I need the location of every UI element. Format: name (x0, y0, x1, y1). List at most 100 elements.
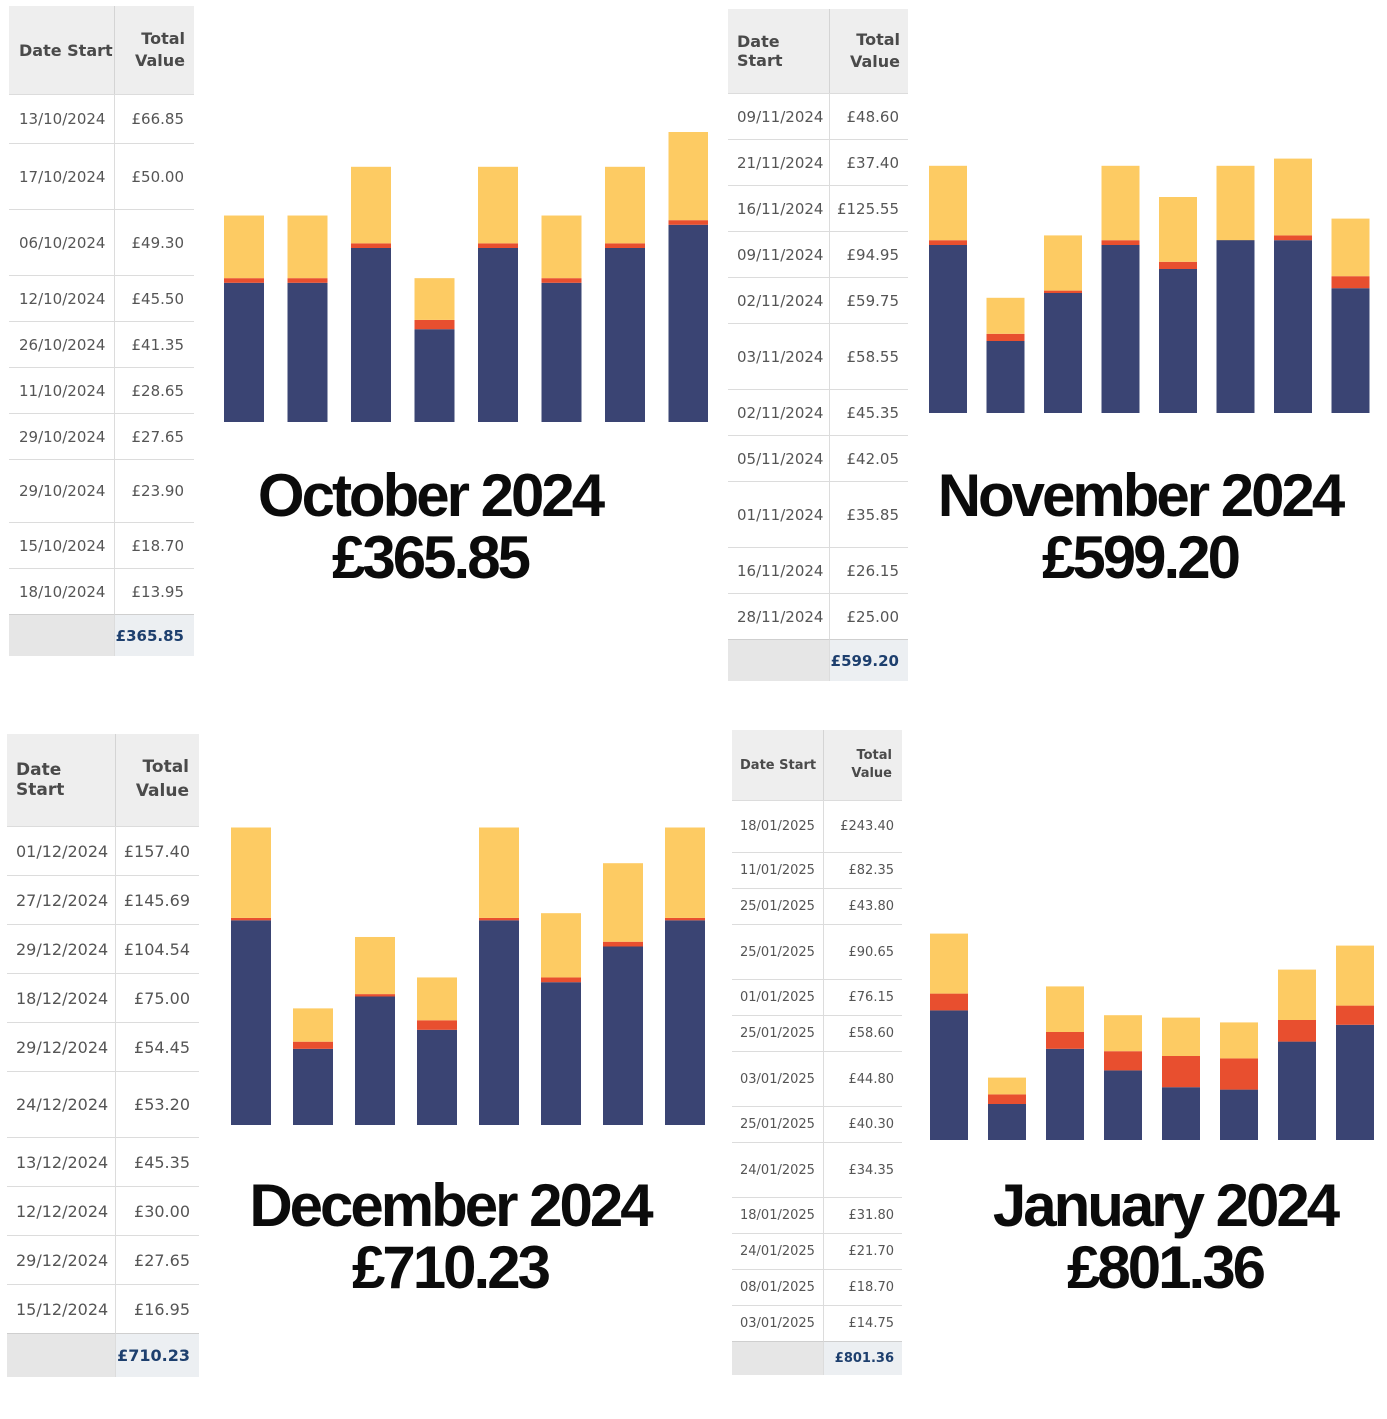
bar-3-segment-2 (351, 243, 391, 248)
date-start-header: Date Start (728, 9, 830, 93)
bar-7-segment-1 (1278, 1041, 1316, 1140)
table-row: 18/12/2024 £75.00 (7, 973, 199, 1022)
date-start-cell: 03/11/2024 (728, 323, 830, 389)
bar-1-segment-1 (224, 282, 264, 422)
bar-8-segment-2 (1331, 276, 1370, 289)
total-value-cell: £44.80 (824, 1051, 902, 1106)
date-start-cell: 25/01/2025 (732, 924, 824, 979)
bar-7-segment-3 (605, 166, 645, 244)
table-row: 17/10/2024 £50.00 (9, 143, 194, 209)
panel-january: Date Start Total Value 18/01/2025 £243.40… (720, 720, 1387, 1419)
date-start-cell: 27/12/2024 (7, 875, 117, 924)
month-amount: £599.20 (1042, 524, 1241, 592)
bar-4-segment-1 (417, 1029, 457, 1125)
table-row: 16/11/2024 £26.15 (728, 547, 908, 593)
table-row: 25/01/2025 £58.60 (732, 1015, 902, 1051)
total-value-cell: £21.70 (824, 1233, 902, 1269)
bar-4-segment-2 (1104, 1051, 1142, 1071)
date-start-cell: 05/11/2024 (728, 435, 830, 481)
bar-5-segment-1 (1159, 269, 1197, 413)
date-start-cell: 25/01/2025 (732, 1106, 824, 1142)
bar-2-segment-3 (988, 1077, 1026, 1095)
table-row: 25/01/2025 £40.30 (732, 1106, 902, 1142)
total-value-cell: £27.65 (114, 413, 194, 459)
bar-7-segment-3 (1278, 969, 1316, 1020)
stacked-bar-chart-december (231, 827, 705, 1125)
bar-3-segment-3 (1044, 235, 1082, 291)
bar-3-segment-1 (1044, 293, 1082, 413)
table-row: 11/01/2025 £82.35 (732, 852, 902, 888)
table-row: 01/11/2024 £35.85 (728, 481, 908, 547)
total-value-cell: £23.90 (114, 459, 194, 522)
table-row: 03/11/2024 £58.55 (728, 323, 908, 389)
bar-8-segment-2 (668, 220, 708, 225)
total-value-cell: £45.35 (116, 1137, 199, 1186)
total-value-cell: £157.40 (116, 826, 199, 875)
total-value-header: Total Value (824, 730, 902, 800)
bar-3-segment-2 (1044, 290, 1082, 293)
date-start-cell: 29/12/2024 (7, 1235, 117, 1284)
total-value-cell: £43.80 (824, 888, 902, 924)
table-header-row: Date Start Total Value (728, 9, 908, 93)
table-body: 18/01/2025 £243.40 11/01/2025 £82.35 25/01/2… (732, 800, 902, 1375)
table-row: 06/10/2024 £49.30 (9, 209, 194, 275)
bar-5-segment-3 (1159, 197, 1197, 262)
bar-2-segment-3 (986, 297, 1025, 334)
bar-2-segment-2 (287, 278, 328, 283)
date-start-cell: 25/01/2025 (732, 888, 824, 924)
bar-6-segment-1 (1220, 1089, 1258, 1140)
month-title: October 2024 (257, 462, 605, 529)
table-body: 01/12/2024 £157.40 27/12/2024 £145.69 29/12/… (7, 826, 199, 1377)
total-value-cell: £59.75 (829, 277, 908, 323)
date-start-cell: 29/10/2024 (9, 459, 115, 522)
total-value-cell: £40.30 (824, 1106, 902, 1142)
total-row-empty-cell (732, 1341, 824, 1375)
table-row: 24/01/2025 £34.35 (732, 1142, 902, 1197)
month-caption: January 2024 £801.36 (950, 1174, 1380, 1300)
table-row: 11/10/2024 £28.65 (9, 367, 194, 413)
bar-8-segment-1 (668, 224, 708, 422)
bar-8-segment-3 (1331, 218, 1370, 277)
date-start-cell: 13/12/2024 (7, 1137, 117, 1186)
total-value-cell: £243.40 (824, 800, 902, 852)
bar-2-segment-2 (293, 1041, 333, 1049)
bar-8-segment-1 (1336, 1024, 1374, 1140)
month-caption: October 2024 £365.85 (215, 462, 645, 590)
date-start-cell: 24/12/2024 (7, 1071, 117, 1137)
bar-5-segment-3 (478, 166, 518, 244)
grand-total-cell: £710.23 (116, 1333, 199, 1377)
table-row: 25/01/2025 £90.65 (732, 924, 902, 979)
bar-5-segment-1 (479, 920, 519, 1125)
date-start-cell: 11/01/2025 (732, 852, 824, 888)
total-value-cell: £30.00 (116, 1186, 199, 1235)
date-start-cell: 21/11/2024 (728, 139, 830, 185)
bar-2-segment-3 (287, 215, 328, 279)
total-value-cell: £27.65 (116, 1235, 199, 1284)
table-row: 05/11/2024 £42.05 (728, 435, 908, 481)
date-start-cell: 09/11/2024 (728, 93, 830, 139)
table-row: 29/10/2024 £23.90 (9, 459, 194, 522)
grand-total-cell: £801.36 (824, 1341, 902, 1375)
bar-4-segment-2 (414, 319, 455, 330)
date-start-cell: 06/10/2024 (9, 209, 115, 275)
total-value-cell: £25.00 (829, 593, 908, 639)
table-row: 18/10/2024 £13.95 (9, 568, 194, 614)
total-value-cell: £18.70 (824, 1269, 902, 1305)
date-start-header: Date Start (9, 6, 115, 94)
grand-total-cell: £365.85 (114, 614, 194, 656)
date-start-cell: 13/10/2024 (9, 94, 115, 143)
table-row: 29/10/2024 £27.65 (9, 413, 194, 459)
date-start-cell: 26/10/2024 (9, 321, 115, 367)
bar-7-segment-2 (603, 941, 643, 947)
month-title: November 2024 (937, 462, 1346, 529)
total-value-cell: £28.65 (114, 367, 194, 413)
bar-4-segment-3 (1104, 1015, 1142, 1052)
total-value-cell: £45.50 (114, 275, 194, 321)
bar-2-segment-2 (988, 1094, 1026, 1104)
total-value-cell: £31.80 (824, 1197, 902, 1233)
bar-8-segment-2 (1336, 1005, 1374, 1025)
bar-1-segment-3 (930, 933, 968, 994)
panel-october: Date Start Total Value 13/10/2024 £66.85 1… (0, 0, 710, 710)
bar-7-segment-2 (1274, 235, 1312, 241)
bar-8-segment-1 (665, 920, 705, 1125)
